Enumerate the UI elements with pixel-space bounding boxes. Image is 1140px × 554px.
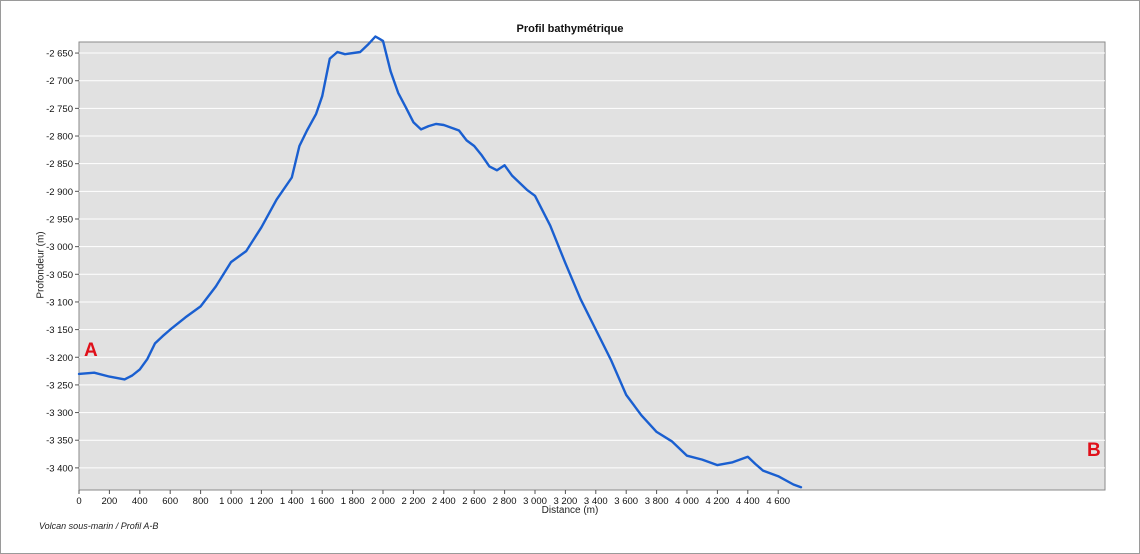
x-tick-label: 400: [132, 496, 148, 507]
x-tick-label: 4 600: [766, 496, 790, 507]
x-axis-label: Distance (m): [541, 505, 599, 516]
profile-end-label: B: [1087, 440, 1101, 461]
x-tick-label: 3 800: [645, 496, 669, 507]
y-tick-label: -3 350: [46, 436, 73, 447]
x-tick-label: 3 200: [554, 496, 578, 507]
x-tick-label: 3 600: [614, 496, 638, 507]
y-tick-label: -3 150: [46, 325, 73, 336]
x-tick-label: 800: [193, 496, 209, 507]
y-axis-ticks: -2 650 -2 700 -2 750 -2 800 -2 850 -2 900 -2 9…: [46, 49, 79, 474]
x-tick-label: 3 400: [584, 496, 608, 507]
y-tick-label: -3 100: [46, 297, 73, 308]
y-tick-label: -3 400: [46, 463, 73, 474]
y-tick-label: -3 250: [46, 380, 73, 391]
y-tick-label: -2 700: [46, 76, 73, 87]
y-tick-label: -2 850: [46, 159, 73, 170]
x-tick-label: 3 000: [523, 496, 547, 507]
profile-start-label: A: [84, 340, 98, 361]
series-line-profile: [77, 35, 803, 489]
chart-caption: Volcan sous-marin / Profil A-B: [39, 521, 159, 531]
y-tick-label: -2 750: [46, 104, 73, 115]
x-tick-label: 1 800: [341, 496, 365, 507]
plot-area: [78, 41, 1106, 491]
x-tick-label: 1 000: [219, 496, 243, 507]
x-tick-label: 1 400: [280, 496, 304, 507]
y-tick-label: -3 200: [46, 353, 73, 364]
chart-title: Profil bathymétrique: [516, 23, 624, 35]
y-tick-label: -2 800: [46, 132, 73, 143]
x-tick-label: 600: [162, 496, 178, 507]
x-axis-ticks: 0 200 400 600 800 1 000 1 200 1 400 1 600 1 800 2 …: [76, 490, 790, 507]
x-tick-label: 0: [76, 496, 81, 507]
y-tick-label: -2 900: [46, 187, 73, 198]
y-tick-label: -3 000: [46, 242, 73, 253]
y-tick-label: -2 650: [46, 49, 73, 60]
x-tick-label: 2 600: [462, 496, 486, 507]
y-axis-label: Profondeur (m): [35, 231, 47, 299]
x-tick-label: 2 000: [371, 496, 395, 507]
x-tick-label: 4 200: [706, 496, 730, 507]
y-tick-label: -3 050: [46, 270, 73, 281]
x-tick-label: 2 400: [432, 496, 456, 507]
x-tick-label: 2 800: [493, 496, 517, 507]
x-tick-label: 4 400: [736, 496, 760, 507]
x-tick-label: 1 600: [310, 496, 334, 507]
x-tick-label: 2 200: [402, 496, 426, 507]
x-tick-label: 1 200: [250, 496, 274, 507]
x-tick-label: 4 000: [675, 496, 699, 507]
x-tick-label: 200: [101, 496, 117, 507]
y-tick-label: -3 300: [46, 408, 73, 419]
y-tick-label: -2 950: [46, 214, 73, 225]
grid-lines: [79, 52, 1105, 469]
